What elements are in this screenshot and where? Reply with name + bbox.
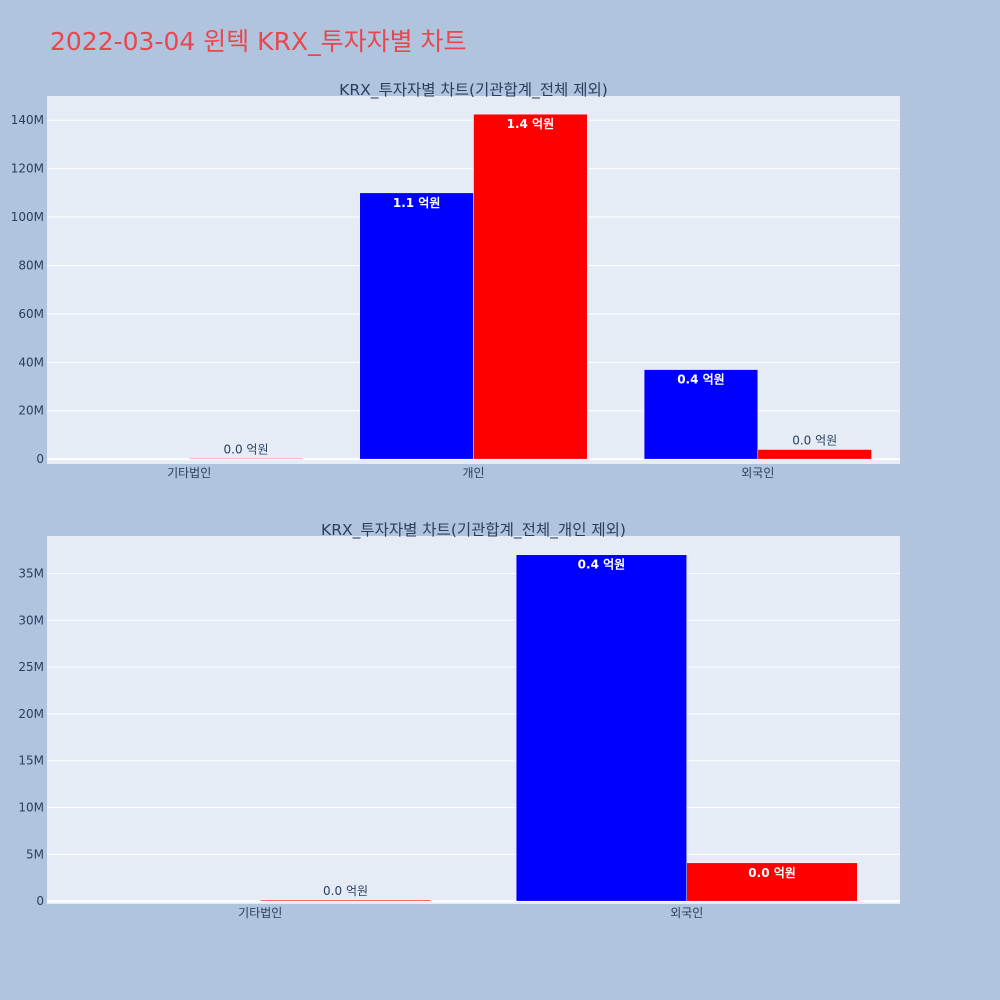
bar <box>188 458 304 460</box>
y-tick-label: 20M <box>18 404 44 418</box>
bar <box>359 192 474 460</box>
bar <box>260 899 432 902</box>
y-tick-label: 20M <box>18 707 44 721</box>
data-label: 0.0 억원 <box>224 442 269 456</box>
page-title: 2022-03-04 윈텍 KRX_투자자별 차트 <box>50 27 467 56</box>
y-tick-label: 120M <box>11 162 44 176</box>
x-tick-label: 기타법인 <box>167 466 211 480</box>
y-tick-label: 80M <box>18 258 44 272</box>
bar <box>515 554 688 902</box>
y-tick-label: 0 <box>36 452 44 466</box>
x-tick-label: 외국인 <box>670 906 703 920</box>
plot-area <box>47 536 900 904</box>
data-label: 0.4 억원 <box>677 373 725 387</box>
data-label: 0.0 억원 <box>748 866 796 880</box>
y-tick-label: 35M <box>18 566 44 580</box>
x-tick-label: 개인 <box>462 466 484 480</box>
y-tick-label: 0 <box>36 894 44 908</box>
bar <box>686 862 858 902</box>
y-tick-label: 60M <box>18 307 44 321</box>
data-label: 1.1 억원 <box>393 196 441 210</box>
chart-title: KRX_투자자별 차트(기관합계_전체 제외) <box>339 81 608 100</box>
y-tick-label: 40M <box>18 355 44 369</box>
bar <box>643 369 759 460</box>
x-tick-label: 기타법인 <box>238 906 282 920</box>
data-label: 1.4 억원 <box>507 117 555 131</box>
bar <box>757 449 872 460</box>
x-tick-label: 외국인 <box>741 466 774 480</box>
y-tick-label: 10M <box>18 801 44 815</box>
y-tick-label: 15M <box>18 754 44 768</box>
chart-title: KRX_투자자별 차트(기관합계_전체_개인 제외) <box>321 521 626 540</box>
y-tick-label: 100M <box>11 210 44 224</box>
data-label: 0.0 억원 <box>323 884 368 898</box>
bar <box>473 113 588 460</box>
data-label: 0.4 억원 <box>578 558 626 572</box>
y-tick-label: 30M <box>18 613 44 627</box>
data-label: 0.0 억원 <box>792 433 837 447</box>
y-tick-label: 140M <box>11 113 44 127</box>
y-tick-label: 25M <box>18 660 44 674</box>
y-tick-label: 5M <box>26 847 44 861</box>
